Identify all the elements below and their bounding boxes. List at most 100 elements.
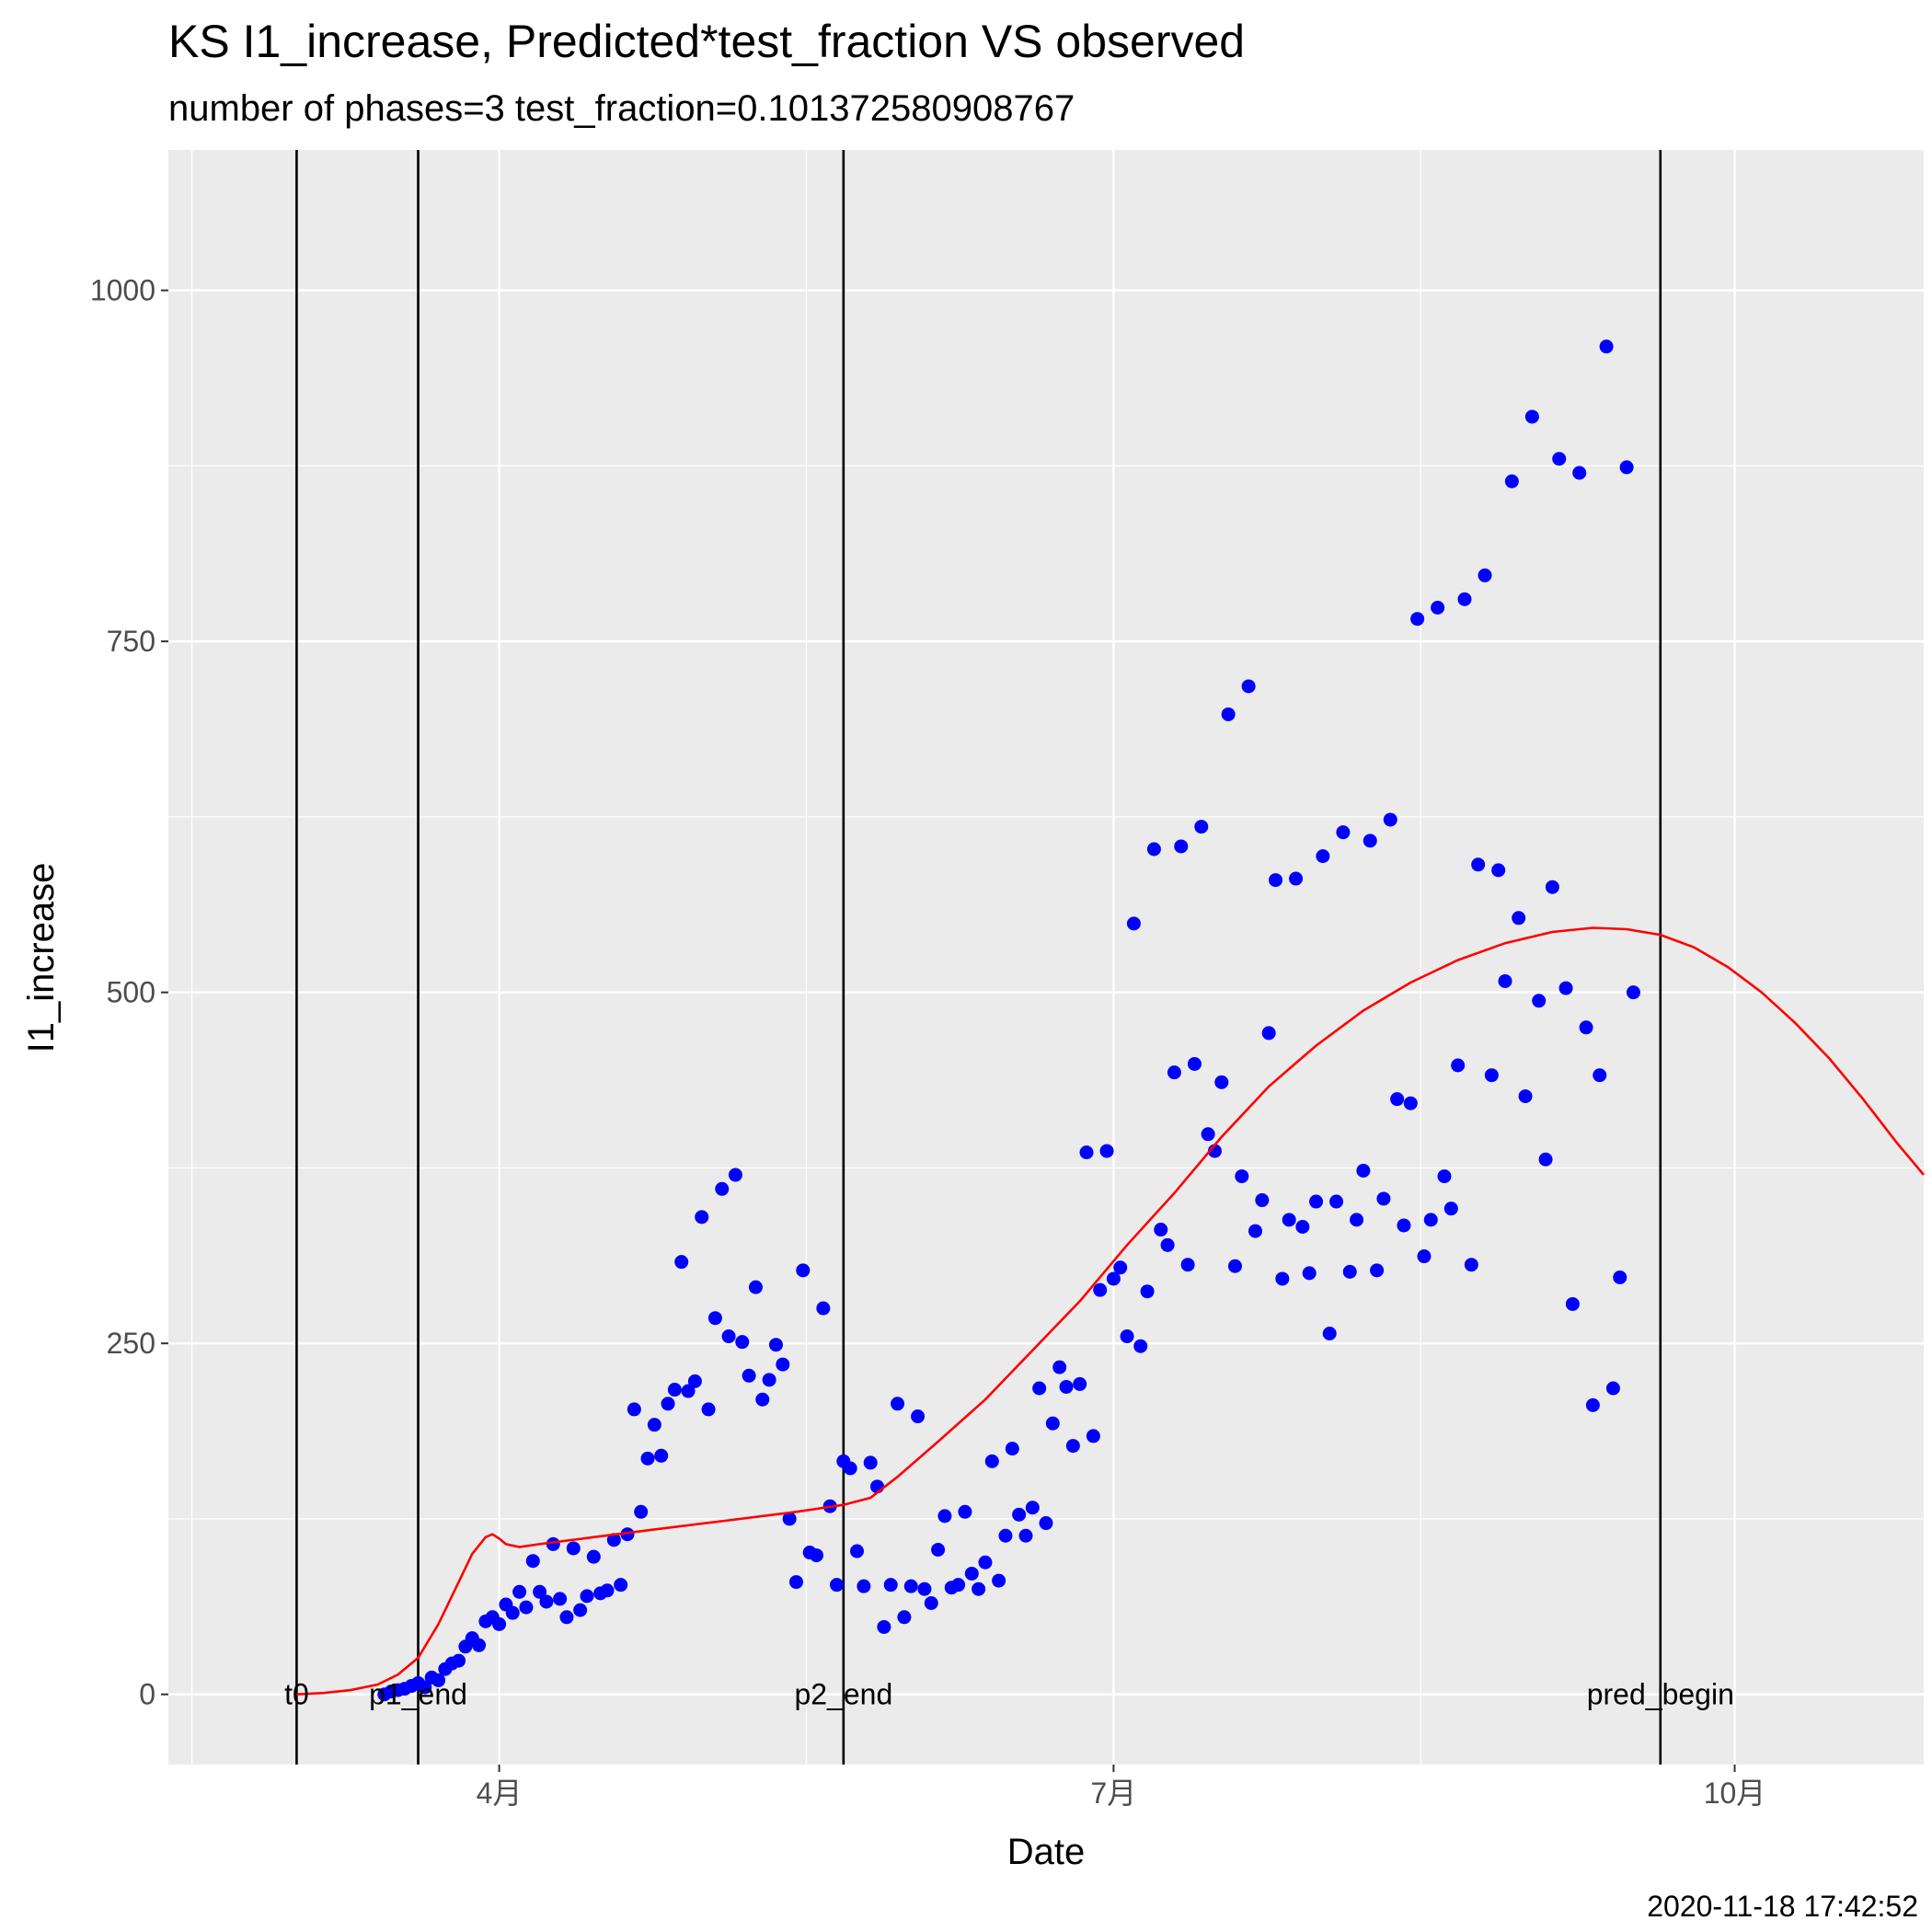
observed-point: [1464, 1258, 1478, 1272]
observed-point: [843, 1461, 857, 1476]
observed-point: [418, 1680, 432, 1695]
observed-point: [546, 1536, 560, 1551]
observed-point: [1356, 1163, 1371, 1178]
observed-point: [620, 1527, 635, 1542]
observed-point: [755, 1392, 770, 1407]
observed-point: [1255, 1193, 1270, 1208]
observed-point: [1059, 1379, 1074, 1394]
observed-point: [1174, 839, 1189, 854]
observed-point: [1322, 1326, 1337, 1340]
observed-point: [1289, 871, 1304, 886]
observed-point: [674, 1255, 689, 1270]
observed-point: [1309, 1194, 1324, 1209]
observed-point: [1282, 1213, 1296, 1227]
observed-point: [1248, 1224, 1262, 1238]
observed-point: [1329, 1194, 1344, 1209]
observed-point: [492, 1616, 507, 1631]
observed-point: [1146, 842, 1161, 857]
observed-point: [796, 1263, 811, 1278]
observed-point: [728, 1167, 742, 1182]
observed-point: [1269, 873, 1283, 888]
observed-point: [1045, 1416, 1060, 1431]
observed-point: [1025, 1501, 1040, 1515]
observed-point: [1518, 1089, 1533, 1104]
observed-point: [998, 1528, 1013, 1543]
observed-point: [768, 1338, 783, 1352]
observed-point: [559, 1610, 574, 1625]
observed-point: [1605, 1381, 1620, 1396]
observed-point: [505, 1605, 520, 1620]
observed-point: [1599, 339, 1614, 354]
x-tick-label: 10月: [1704, 1777, 1766, 1810]
observed-point: [1552, 452, 1567, 466]
observed-point: [1370, 1263, 1385, 1278]
observed-point: [1451, 1058, 1466, 1073]
observed-point: [634, 1504, 649, 1519]
observed-point: [1295, 1220, 1310, 1235]
y-axis: 0 250 500 750 1000: [90, 274, 168, 1711]
vline-label-pred_begin: pred_begin: [1587, 1678, 1734, 1711]
observed-point: [1423, 1213, 1438, 1227]
observed-point: [600, 1583, 615, 1598]
observed-point: [681, 1384, 696, 1398]
observed-point: [1376, 1191, 1391, 1206]
observed-point: [1005, 1442, 1019, 1456]
observed-point: [707, 1311, 722, 1326]
caption-timestamp: 2020-11-18 17:42:52: [1647, 1890, 1918, 1923]
observed-point: [1471, 857, 1486, 872]
observed-point: [1626, 985, 1640, 1000]
observed-point: [667, 1383, 682, 1397]
observed-point: [1532, 994, 1547, 1008]
observed-point: [1457, 592, 1472, 606]
observed-point: [1113, 1260, 1128, 1275]
observed-point: [937, 1509, 952, 1524]
observed-point: [1437, 1169, 1452, 1184]
observed-point: [1443, 1202, 1458, 1216]
observed-point: [1106, 1271, 1121, 1286]
observed-point: [1512, 911, 1526, 926]
observed-point: [1572, 466, 1587, 480]
observed-point: [1316, 849, 1330, 864]
plot-panel: [168, 150, 1924, 1765]
observed-point: [958, 1504, 972, 1519]
observed-point: [701, 1402, 716, 1417]
observed-point: [1491, 863, 1506, 878]
observed-point: [931, 1543, 946, 1558]
observed-point: [1214, 1075, 1229, 1089]
grid-minor: [168, 150, 1924, 1765]
observed-point: [951, 1578, 966, 1593]
observed-point: [519, 1600, 534, 1615]
observed-point: [924, 1596, 938, 1610]
y-tick-label: 500: [107, 976, 155, 1009]
observed-point: [1524, 409, 1539, 424]
observed-point: [1613, 1270, 1627, 1284]
observed-point: [877, 1619, 891, 1634]
observed-point: [1363, 834, 1377, 848]
observed-point: [452, 1653, 466, 1668]
observed-point: [911, 1409, 926, 1424]
observed-point: [627, 1402, 641, 1417]
observed-point: [1390, 1092, 1405, 1107]
observed-point: [586, 1549, 601, 1564]
observed-point: [472, 1638, 487, 1652]
observed-point: [1565, 1296, 1580, 1311]
observed-point: [1039, 1516, 1053, 1531]
observed-point: [1012, 1507, 1027, 1522]
observed-point: [1417, 1249, 1432, 1264]
observed-point: [964, 1566, 979, 1581]
predicted-line-group: [296, 926, 1925, 1696]
observed-point: [431, 1673, 446, 1687]
observed-point: [1585, 1397, 1600, 1412]
observed-point: [1154, 1223, 1168, 1237]
observed-point: [742, 1368, 756, 1383]
observed-point: [1579, 1020, 1593, 1035]
observed-point: [1140, 1284, 1155, 1299]
vline-label-p1_end: p1_end: [369, 1678, 467, 1711]
observed-point: [1221, 707, 1236, 721]
y-tick-label: 1000: [90, 274, 155, 307]
observed-point: [721, 1329, 736, 1344]
observed-point: [1194, 820, 1209, 834]
observed-point: [1065, 1439, 1080, 1454]
observed-point: [984, 1454, 999, 1468]
